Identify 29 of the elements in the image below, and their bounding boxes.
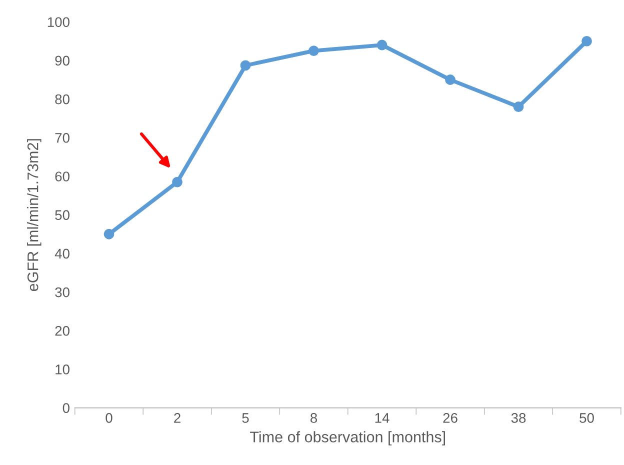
y-tick-label: 0 xyxy=(62,403,70,413)
x-tick-label: 0 xyxy=(106,413,112,423)
point xyxy=(376,40,388,50)
x-tick-label: 14 xyxy=(375,413,390,423)
x-tick-label: 26 xyxy=(443,413,458,423)
y-tick-label: 80 xyxy=(55,94,70,104)
x-tick-label: 5 xyxy=(242,413,249,423)
point xyxy=(172,176,182,188)
y-tick-label: 70 xyxy=(55,132,70,143)
point xyxy=(582,36,592,46)
y-tick-label: 10 xyxy=(56,364,70,374)
point xyxy=(240,60,251,71)
y-tick-label: 30 xyxy=(55,287,70,298)
x-tick-label: 38 xyxy=(511,413,526,423)
y-tick-label: 40 xyxy=(54,248,70,259)
y-tick-label: 90 xyxy=(55,56,70,66)
point xyxy=(308,46,319,56)
x-tick-label: 50 xyxy=(580,413,594,423)
x-tick-label: 2 xyxy=(174,413,180,423)
point xyxy=(104,228,114,240)
y-tick-label: 60 xyxy=(55,172,70,182)
x-axis-title: Time of observation [months] xyxy=(250,431,446,446)
y-tick-label: 100 xyxy=(48,17,70,28)
x-tick-label: 8 xyxy=(310,413,318,423)
y-tick-label: 50 xyxy=(55,210,70,220)
point xyxy=(513,102,524,112)
y-axis-title: eGFR [ml/min/1.73m2] xyxy=(27,139,42,292)
y-tick-label: 20 xyxy=(55,326,70,336)
point xyxy=(445,74,456,85)
